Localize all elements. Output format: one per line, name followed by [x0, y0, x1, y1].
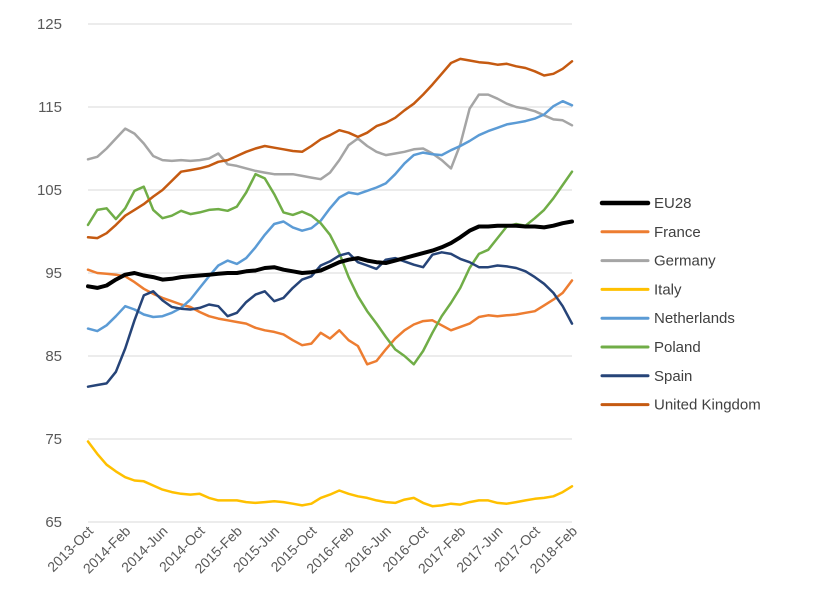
- series-line-netherlands: [86, 99, 574, 333]
- legend-item-netherlands: Netherlands: [600, 310, 735, 327]
- x-axis-tick-labels: 2013-Oct2014-Feb2014-Jun2014-Oct2015-Feb…: [44, 523, 580, 577]
- series-line-poland: [86, 170, 574, 366]
- series-line-france: [86, 268, 574, 366]
- legend-label: Germany: [654, 253, 716, 270]
- legend-item-spain: Spain: [600, 368, 692, 385]
- legend-item-germany: Germany: [600, 253, 716, 270]
- y-tick-label: 95: [45, 265, 62, 282]
- legend: EU28 France Germany Italy Netherlands Poland S…: [599, 195, 761, 414]
- series-lines: [86, 57, 574, 508]
- series-line-united-kingdom: [86, 57, 574, 240]
- legend-label: France: [654, 224, 701, 241]
- y-axis-tick-labels: 65 75 85 95 105 115 125: [37, 16, 62, 531]
- series-line-spain: [86, 251, 574, 388]
- y-tick-label: 115: [38, 99, 62, 116]
- legend-label: EU28: [654, 195, 692, 212]
- y-tick-label: 105: [37, 182, 62, 199]
- legend-item-poland: Poland: [600, 339, 701, 356]
- legend-label: Italy: [654, 281, 682, 298]
- y-tick-label: 85: [45, 348, 62, 365]
- legend-label: Netherlands: [654, 310, 735, 327]
- legend-item-united-kingdom: United Kingdom: [600, 397, 761, 414]
- legend-label: Spain: [654, 368, 692, 385]
- gridlines: [88, 23, 572, 523]
- legend-label: Poland: [654, 339, 701, 356]
- series-line-germany: [86, 93, 574, 181]
- y-tick-label: 65: [45, 514, 62, 531]
- legend-label: United Kingdom: [654, 397, 761, 414]
- y-tick-label: 125: [37, 16, 62, 33]
- legend-item-france: France: [600, 224, 701, 241]
- series-line-eu28: [86, 219, 574, 290]
- series-line-italy: [86, 440, 574, 508]
- legend-item-eu28: EU28: [599, 195, 692, 212]
- y-tick-label: 75: [45, 431, 62, 448]
- legend-item-italy: Italy: [600, 281, 682, 298]
